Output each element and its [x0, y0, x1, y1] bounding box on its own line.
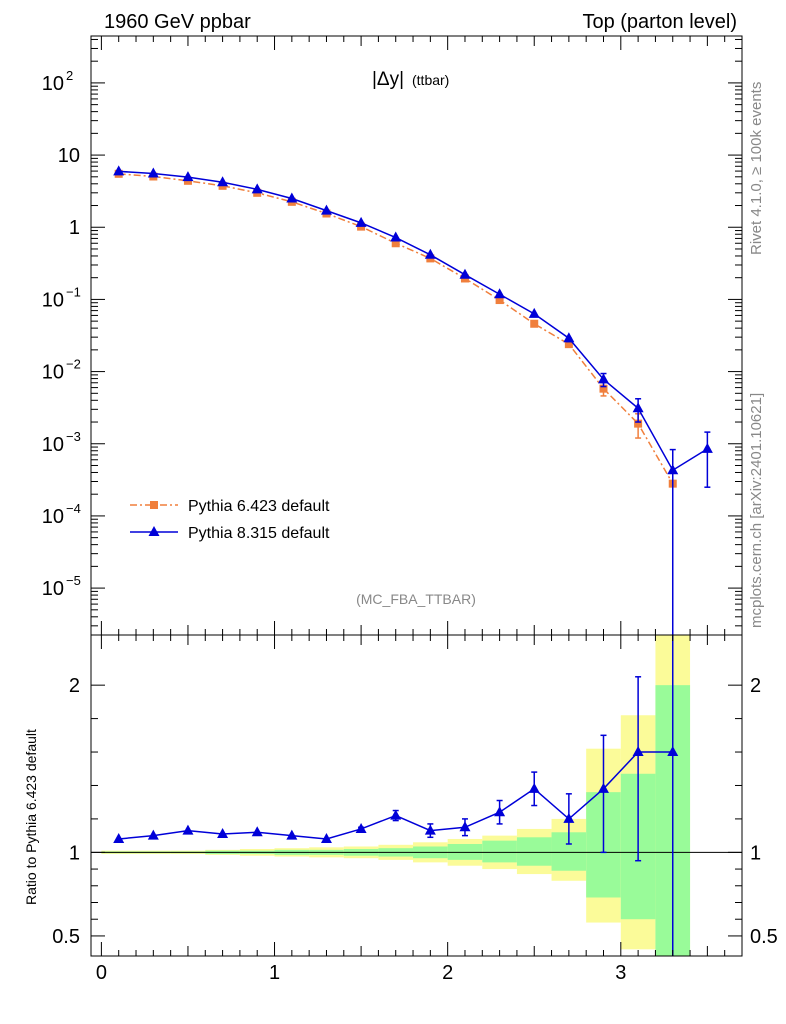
series-line-pythia6 [118, 173, 674, 485]
data-point-pythia8 [182, 171, 194, 182]
data-point-pythia8 [701, 442, 713, 453]
data-point-pythia8 [597, 373, 609, 384]
legend-label-pythia8: Pythia 8.315 default [188, 525, 330, 542]
main-ytick-exponent: −3 [66, 429, 81, 444]
main-ytick-label: 10 [42, 289, 64, 311]
data-point-pythia8 [459, 268, 471, 279]
ratio-point-pythia8 [320, 832, 332, 843]
data-point-pythia8 [390, 231, 402, 242]
ratio-axis-ticks: 0 1 2 3 2 2 1 1 0.5 0.5 [52, 635, 778, 984]
main-ytick-exponent: −1 [66, 284, 81, 299]
data-point-pythia8 [217, 176, 229, 187]
legend-marker-pythia6 [150, 501, 158, 509]
main-ytick-exponent: −4 [66, 501, 81, 516]
ratio-panel-frame [90, 634, 743, 957]
main-ytick-label: 10 [42, 73, 64, 95]
xtick-label: 3 [615, 962, 626, 984]
main-ytick-label: 10 [42, 362, 64, 384]
ratio-point-pythia8 [217, 827, 229, 838]
ratio-ytick-label-right: 1 [750, 842, 761, 864]
data-point-pythia8 [251, 183, 263, 194]
band-green-bin [516, 837, 552, 866]
ratio-point-pythia8 [494, 806, 506, 817]
mcplots-source-label: mcplots.cern.ch [arXiv:2401.10621] [748, 393, 765, 628]
xtick-label: 2 [442, 962, 453, 984]
ratio-ytick-label-right: 2 [750, 675, 761, 697]
data-point-pythia6 [634, 419, 643, 428]
data-point-pythia8 [632, 402, 644, 413]
ratio-point-pythia8 [528, 782, 540, 793]
legend-label-pythia6: Pythia 6.423 default [188, 498, 330, 515]
ratio-series-layer [113, 635, 679, 956]
ratio-point-pythia8 [286, 829, 298, 840]
data-point-pythia6 [495, 296, 504, 305]
data-point-pythia6 [599, 384, 608, 393]
data-point-pythia6 [564, 340, 573, 349]
xtick-label: 0 [96, 962, 107, 984]
header-left: 1960 GeV ppbar [104, 11, 251, 33]
data-point-pythia8 [494, 288, 506, 299]
main-ytick-label: 10 [42, 434, 64, 456]
ratio-axis-label: Ratio to Pythia 6.423 default [23, 729, 39, 905]
ratio-point-pythia8 [147, 829, 159, 840]
plot-title-subscript: (ttbar) [412, 72, 449, 88]
ratio-uncertainty-bands [91, 635, 742, 956]
ratio-point-pythia8 [424, 824, 436, 835]
data-point-pythia8 [355, 216, 367, 227]
data-point-pythia8 [113, 165, 125, 176]
plot-title: |Δy| [372, 69, 404, 90]
rivet-version-label: Rivet 4.1.0, ≥ 100k events [748, 82, 765, 255]
data-point-pythia8 [667, 464, 679, 475]
main-ytick-label: 10 [42, 506, 64, 528]
main-panel-frame [90, 35, 743, 636]
ratio-ytick-label: 0.5 [52, 926, 80, 948]
data-point-pythia8 [528, 307, 540, 318]
legend: Pythia 6.423 default Pythia 8.315 defaul… [130, 498, 330, 542]
ratio-point-pythia8 [459, 821, 471, 832]
ratio-point-pythia8 [563, 812, 575, 823]
series-line-pythia8 [118, 170, 708, 472]
main-ytick-exponent: 2 [66, 68, 73, 83]
ratio-point-pythia8 [251, 826, 263, 837]
data-point-pythia8 [424, 248, 436, 259]
data-point-pythia6 [530, 319, 539, 328]
ratio-point-pythia8 [597, 782, 609, 793]
band-green-bin [482, 840, 517, 863]
ratio-point-pythia8 [667, 746, 679, 757]
data-point-pythia6 [391, 239, 400, 248]
ratio-point-pythia8 [182, 824, 194, 835]
data-point-pythia8 [320, 204, 332, 215]
xtick-label: 1 [269, 962, 280, 984]
data-point-pythia8 [147, 167, 159, 178]
main-ytick-label: 10 [58, 145, 80, 167]
main-ytick-label: 10 [42, 578, 64, 600]
main-ytick-exponent: −5 [66, 573, 81, 588]
data-point-pythia8 [286, 192, 298, 203]
ratio-point-pythia8 [355, 822, 367, 833]
legend-marker-pythia8 [148, 526, 160, 536]
main-ytick-exponent: −2 [66, 357, 81, 372]
main-ytick-label: 1 [69, 217, 80, 239]
ratio-point-pythia8 [632, 746, 644, 757]
ratio-point-pythia8 [390, 809, 402, 820]
main-series-layer [113, 165, 713, 635]
data-point-pythia8 [563, 332, 575, 343]
ratio-ytick-label-right: 0.5 [750, 926, 778, 948]
header-right: Top (parton level) [582, 11, 737, 33]
ratio-ytick-label: 1 [69, 842, 80, 864]
ratio-point-pythia8 [113, 832, 125, 843]
analysis-label: (MC_FBA_TTBAR) [356, 591, 476, 607]
ratio-ytick-label: 2 [69, 675, 80, 697]
